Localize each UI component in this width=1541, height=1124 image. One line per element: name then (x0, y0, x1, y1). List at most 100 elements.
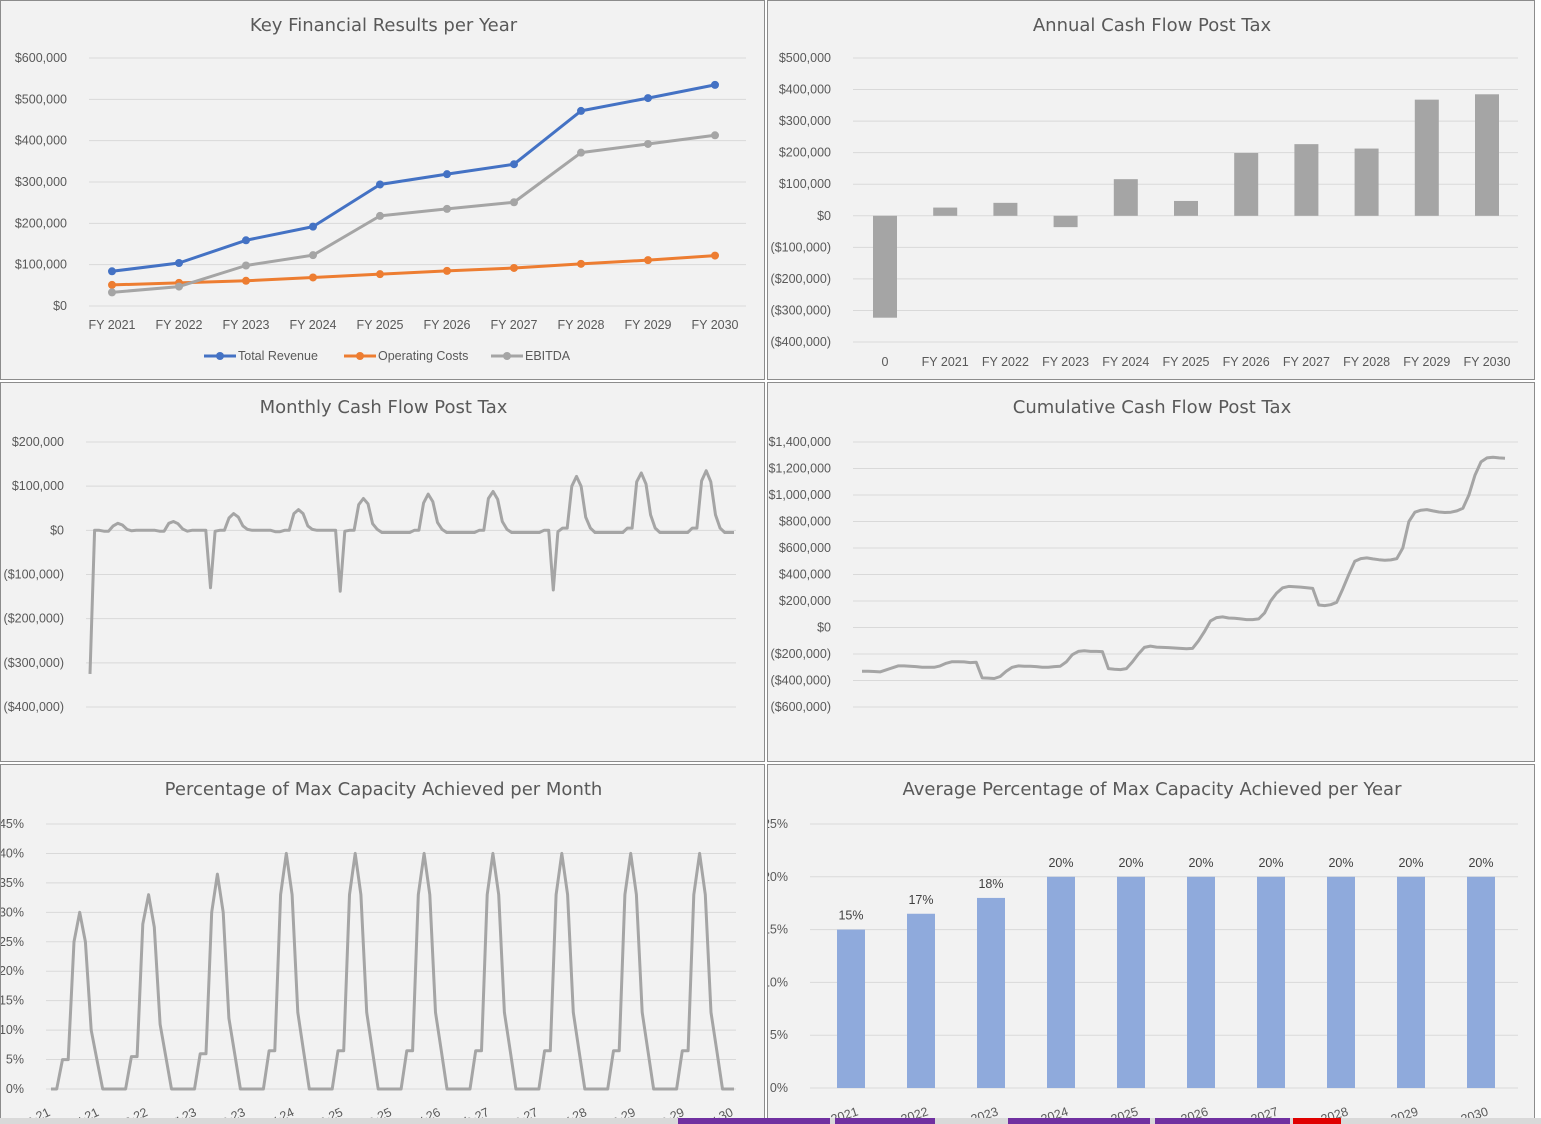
data-point (108, 288, 116, 297)
y-tick-label: ($200,000) (771, 272, 831, 286)
y-tick-label: ($200,000) (771, 647, 831, 661)
x-tick-label: FY 2023 (222, 318, 269, 332)
bar (1397, 876, 1425, 1088)
y-tick-label: $400,000 (15, 134, 67, 148)
chart-title: Percentage of Max Capacity Achieved per … (165, 779, 603, 800)
x-tick-label: FY 2027 (1283, 355, 1330, 369)
data-point (376, 270, 384, 279)
data-point (510, 198, 518, 207)
data-point (242, 261, 250, 270)
data-label: 18% (978, 877, 1003, 891)
x-tick-label: FY 2021 (88, 318, 135, 332)
bar (1414, 99, 1439, 216)
bar (993, 202, 1018, 216)
data-point (711, 80, 719, 89)
chart-panel-monthly-cashflow: Monthly Cash Flow Post Tax ($400,000) ($30… (0, 382, 765, 762)
chart-title: Annual Cash Flow Post Tax (1033, 15, 1272, 36)
bar (1354, 148, 1379, 216)
y-tick-label: 25% (768, 817, 788, 831)
series-line-total-revenue (111, 83, 716, 273)
bar (1327, 876, 1355, 1088)
data-point (108, 280, 116, 289)
data-label: 20% (1258, 856, 1283, 870)
sheet-tab[interactable] (835, 1118, 935, 1124)
data-point (376, 211, 384, 220)
y-tick-label: 5% (770, 1028, 788, 1042)
y-tick-label: $600,000 (779, 541, 831, 555)
y-tick-label: $100,000 (15, 258, 67, 272)
y-tick-label: $1,400,000 (768, 435, 831, 449)
chart-panel-key-financials: Key Financial Results per Year $0 $100,000… (0, 0, 765, 380)
bar (1187, 876, 1215, 1088)
data-point (510, 160, 518, 169)
y-tick-label: 10% (1, 1023, 24, 1037)
data-point (577, 259, 585, 268)
legend-marker (356, 352, 364, 360)
data-point (242, 236, 250, 245)
data-label: 20% (1118, 856, 1143, 870)
y-tick-label: ($100,000) (771, 240, 831, 254)
y-tick-label: 10% (768, 975, 788, 989)
bar (1467, 876, 1495, 1088)
chart-panel-annual-cashflow: Annual Cash Flow Post Tax ($400,000) ($300… (767, 0, 1535, 380)
y-tick-label: 25% (1, 935, 24, 949)
x-tick-label: FY 2025 (356, 318, 403, 332)
data-point (644, 256, 652, 265)
bar (1475, 94, 1499, 216)
y-tick-label: 20% (1, 964, 24, 978)
data-point (577, 148, 585, 157)
y-tick-label: ($200,000) (4, 612, 64, 626)
sheet-tab[interactable] (678, 1118, 830, 1124)
sheet-tab[interactable] (1293, 1118, 1341, 1124)
x-tick-label: FY 2023 (1042, 355, 1089, 369)
chart-title: Cumulative Cash Flow Post Tax (1013, 397, 1292, 418)
legend-label: EBITDA (525, 349, 571, 363)
bar (977, 897, 1005, 1088)
chart-title: Monthly Cash Flow Post Tax (260, 397, 508, 418)
data-point (443, 204, 451, 213)
bar (837, 929, 865, 1088)
bar (1047, 876, 1075, 1088)
data-point (443, 266, 451, 275)
data-label: 20% (1048, 856, 1073, 870)
y-tick-label: $100,000 (12, 479, 64, 493)
x-tick-label: FY 2027 (490, 318, 537, 332)
y-tick-label: $200,000 (15, 216, 67, 230)
y-tick-label: 0% (6, 1082, 24, 1096)
sheet-tab[interactable] (1008, 1118, 1150, 1124)
data-label: 17% (908, 893, 933, 907)
y-tick-label: $0 (817, 621, 831, 635)
bar (933, 207, 958, 216)
bar (1113, 179, 1138, 216)
data-point (309, 251, 317, 260)
x-tick-label: FY 2022 (155, 318, 202, 332)
x-tick-label: 0 (882, 355, 889, 369)
y-tick-label: 45% (1, 817, 24, 831)
bar (1294, 144, 1319, 216)
y-tick-label: 15% (1, 994, 24, 1008)
data-point (510, 263, 518, 272)
chart-title: Key Financial Results per Year (250, 15, 518, 36)
pct-capacity-month-chart: Percentage of Max Capacity Achieved per … (1, 779, 736, 1123)
bar (1117, 876, 1145, 1088)
y-tick-label: $100,000 (779, 177, 831, 191)
sheet-tab[interactable] (1155, 1118, 1290, 1124)
data-point (644, 94, 652, 103)
y-tick-label: $300,000 (15, 175, 67, 189)
y-tick-label: $0 (817, 209, 831, 223)
data-point (309, 273, 317, 282)
data-point (309, 222, 317, 231)
data-point (242, 276, 250, 285)
bar (873, 215, 897, 318)
y-tick-label: 40% (1, 846, 24, 860)
legend-marker (216, 352, 224, 360)
x-tick-label: FY 2026 (1223, 355, 1270, 369)
x-tick-label: FY 2029 (1403, 355, 1450, 369)
y-tick-label: 20% (768, 870, 788, 884)
sheet-tab-strip (0, 1118, 1541, 1124)
cumulative-cashflow-chart: Cumulative Cash Flow Post Tax ($600,000) (… (768, 397, 1518, 714)
key-financials-chart: Key Financial Results per Year $0 $100,000… (15, 15, 746, 363)
x-tick-label: FY 2026 (423, 318, 470, 332)
y-tick-label: $600,000 (15, 51, 67, 65)
data-point (108, 267, 116, 276)
